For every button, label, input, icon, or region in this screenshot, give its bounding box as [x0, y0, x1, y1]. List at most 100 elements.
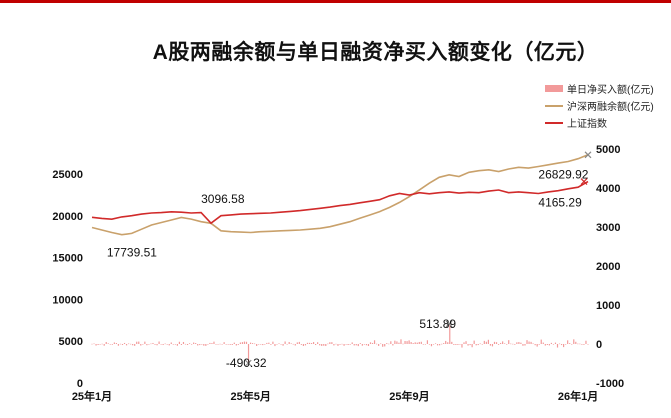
net-buy-bar: [215, 344, 217, 345]
net-buy-bar: [154, 344, 156, 345]
net-buy-bar: [174, 344, 176, 345]
net-buy-bar: [123, 342, 126, 344]
net-buy-bar: [554, 342, 557, 344]
net-buy-bar: [489, 344, 492, 346]
net-buy-bar: [292, 343, 294, 345]
x-tick-label: 25年5月: [231, 389, 271, 403]
net-buy-bar: [193, 342, 195, 344]
net-buy-bar: [207, 344, 209, 345]
y-left-tick-label: 10000: [52, 294, 83, 306]
y-right-tick-label: 3000: [596, 222, 620, 234]
net-buy-bar: [284, 341, 286, 344]
net-buy-bar: [213, 341, 215, 344]
net-buy-bar: [325, 344, 327, 347]
net-buy-bar: [262, 344, 264, 346]
net-buy-bar: [308, 342, 311, 344]
net-buy-bar: [258, 344, 260, 345]
net-buy-bar: [146, 344, 148, 346]
net-buy-bar: [532, 343, 534, 345]
net-buy-bar: [247, 344, 250, 364]
net-buy-bar: [315, 344, 317, 346]
net-buy-bar: [221, 344, 223, 345]
net-buy-bar: [341, 343, 343, 345]
net-buy-bar: [400, 339, 402, 344]
net-buy-bar: [502, 341, 504, 344]
net-buy-bar: [365, 344, 368, 346]
net-buy-bar: [552, 344, 555, 345]
net-buy-bar: [471, 344, 473, 348]
net-buy-bar: [288, 342, 290, 344]
net-buy-bar: [583, 344, 585, 345]
legend-item-net-buy: 单日净买入额(亿元): [545, 80, 654, 97]
net-buy-bar: [117, 344, 120, 346]
net-buy-bar: [540, 339, 542, 344]
net-buy-bar: [107, 343, 109, 344]
net-buy-bar: [127, 343, 130, 345]
x-tick-label: 25年1月: [72, 389, 112, 403]
legend-swatch-index: [545, 121, 563, 124]
legend-label-sse-index: 上证指数: [567, 119, 607, 130]
net-buy-bar: [245, 341, 248, 344]
net-buy-bar: [254, 343, 256, 345]
net-buy-bar: [347, 344, 349, 346]
net-buy-bar: [329, 342, 331, 344]
net-buy-bar: [558, 343, 561, 345]
net-buy-bar: [491, 344, 494, 347]
y-left-tick-label: 0: [77, 378, 83, 390]
net-buy-bar: [249, 342, 252, 344]
net-buy-bar: [371, 342, 374, 344]
net-buy-bar: [406, 341, 408, 344]
net-buy-bar: [424, 344, 426, 345]
net-buy-bar: [335, 343, 337, 345]
y-right-tick-label: 0: [596, 339, 602, 351]
net-buy-bar: [526, 340, 528, 344]
net-buy-bar: [168, 344, 170, 346]
net-buy-bar: [542, 342, 544, 344]
index-end-marker: [580, 178, 588, 185]
net-buy-bar: [140, 344, 142, 346]
net-buy-bar: [260, 344, 262, 345]
net-buy-bar: [422, 344, 424, 345]
net-buy-bar: [587, 344, 589, 345]
net-buy-bar: [195, 343, 197, 344]
net-buy-bar: [465, 341, 467, 344]
net-buy-bar: [382, 344, 384, 347]
chart-title: A股两融余额与单日融资净买入额变化（亿元）: [152, 41, 599, 64]
net-buy-bar: [209, 342, 211, 344]
net-buy-bar: [441, 343, 443, 345]
net-buy-bar: [304, 344, 307, 346]
net-buy-bar: [345, 344, 347, 345]
net-buy-bar: [483, 340, 485, 344]
net-buy-bar: [278, 343, 280, 344]
net-buy-bar: [388, 343, 390, 345]
net-buy-bar: [412, 343, 414, 344]
net-buy-bar: [130, 343, 132, 345]
net-buy-bar: [101, 343, 103, 345]
net-buy-bar: [119, 343, 122, 345]
net-buy-bar: [203, 344, 205, 346]
net-buy-bar: [321, 344, 323, 346]
net-buy-bar: [585, 340, 587, 344]
net-buy-bar: [567, 340, 569, 344]
net-buy-bar: [408, 340, 410, 344]
net-buy-bar: [199, 344, 201, 346]
net-buy-bar: [93, 343, 95, 345]
x-tick-label: 26年1月: [558, 389, 598, 403]
net-buy-bar: [473, 340, 475, 344]
margin-balance-line: [91, 154, 589, 236]
net-buy-bar: [294, 344, 296, 346]
net-buy-bar: [172, 344, 174, 345]
net-buy-bar: [266, 342, 268, 344]
net-buy-bar: [394, 340, 396, 344]
net-buy-bar: [361, 344, 363, 346]
net-buy-bar: [363, 344, 365, 345]
net-buy-bar: [99, 344, 101, 345]
net-buy-bar: [485, 341, 487, 344]
net-buy-bar: [150, 343, 152, 345]
net-buy-bar: [286, 343, 288, 345]
net-buy-bar: [508, 340, 510, 344]
net-buy-bar: [111, 344, 113, 345]
net-buy-bar: [449, 323, 451, 344]
net-buy-bar: [359, 343, 361, 344]
net-buy-bar: [457, 344, 459, 345]
